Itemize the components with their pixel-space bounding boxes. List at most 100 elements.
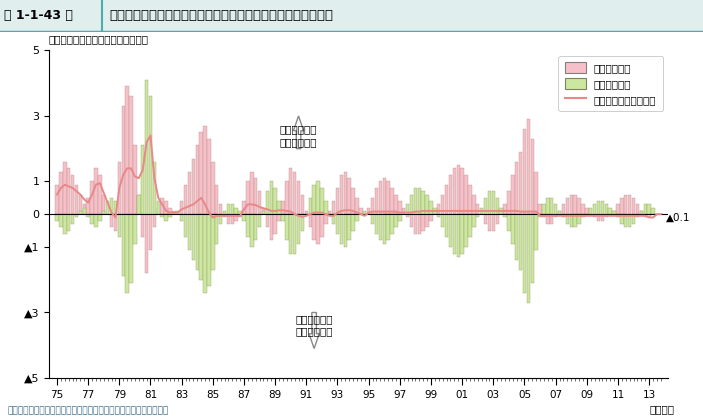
Bar bbox=[609, 207, 612, 214]
Bar bbox=[125, 87, 129, 214]
Bar bbox=[243, 201, 246, 214]
Bar bbox=[219, 214, 222, 224]
Bar bbox=[523, 129, 527, 214]
Bar bbox=[507, 214, 510, 231]
Bar bbox=[67, 168, 70, 214]
Bar bbox=[79, 194, 82, 214]
Bar bbox=[418, 214, 421, 234]
Bar bbox=[86, 214, 90, 218]
Bar bbox=[566, 198, 569, 214]
Text: （前期比、後方４期移動平均、％）: （前期比、後方４期移動平均、％） bbox=[49, 34, 148, 44]
Bar bbox=[320, 188, 323, 214]
Bar bbox=[102, 194, 105, 214]
Bar bbox=[266, 191, 269, 214]
Bar bbox=[226, 205, 230, 214]
Bar bbox=[449, 175, 452, 214]
Bar bbox=[593, 205, 596, 214]
Bar bbox=[184, 185, 187, 214]
Bar bbox=[375, 188, 378, 214]
Polygon shape bbox=[293, 116, 304, 149]
Bar bbox=[347, 214, 351, 240]
Bar bbox=[647, 214, 651, 218]
Bar bbox=[465, 175, 467, 214]
Bar bbox=[445, 214, 449, 237]
Bar bbox=[496, 198, 499, 214]
Bar bbox=[593, 214, 596, 218]
Bar bbox=[149, 214, 153, 250]
Bar bbox=[281, 214, 285, 221]
Bar bbox=[577, 214, 581, 224]
Bar bbox=[491, 214, 495, 231]
Bar bbox=[531, 214, 534, 283]
Bar bbox=[200, 214, 203, 280]
Bar bbox=[324, 214, 328, 224]
Bar bbox=[456, 214, 460, 257]
Bar bbox=[153, 162, 156, 214]
Bar bbox=[585, 207, 588, 214]
Bar bbox=[56, 185, 59, 214]
Bar bbox=[165, 214, 168, 221]
Bar bbox=[231, 205, 234, 214]
Bar bbox=[59, 214, 63, 227]
Bar bbox=[643, 214, 647, 218]
Bar bbox=[133, 145, 136, 214]
Bar bbox=[235, 207, 238, 214]
Bar bbox=[157, 201, 160, 214]
Bar bbox=[422, 191, 425, 214]
Bar bbox=[647, 205, 651, 214]
Bar bbox=[558, 211, 561, 214]
Bar bbox=[460, 214, 464, 254]
Bar bbox=[145, 80, 148, 214]
Bar bbox=[617, 214, 620, 218]
Bar bbox=[410, 194, 413, 214]
Bar bbox=[425, 214, 429, 227]
Bar bbox=[406, 214, 409, 218]
Text: 価格転嫁力指標上昇率の推移とその変動要因（大企業製造業）: 価格転嫁力指標上昇率の推移とその変動要因（大企業製造業） bbox=[109, 9, 333, 22]
Bar bbox=[102, 211, 105, 214]
Bar bbox=[387, 181, 390, 214]
Bar bbox=[534, 172, 538, 214]
Bar bbox=[425, 194, 429, 214]
Bar bbox=[624, 214, 628, 227]
Bar bbox=[340, 214, 343, 244]
Bar bbox=[488, 214, 491, 231]
Bar bbox=[554, 205, 557, 214]
Bar bbox=[456, 165, 460, 214]
Bar bbox=[301, 214, 304, 231]
Bar bbox=[98, 175, 101, 214]
Bar bbox=[453, 168, 456, 214]
Bar bbox=[293, 214, 297, 254]
Bar bbox=[581, 214, 585, 218]
Bar bbox=[273, 188, 277, 214]
Bar bbox=[79, 211, 82, 214]
Bar bbox=[624, 194, 628, 214]
Bar bbox=[538, 214, 542, 218]
Bar bbox=[352, 188, 355, 214]
Bar bbox=[160, 214, 164, 218]
Bar bbox=[379, 214, 382, 240]
Bar bbox=[192, 158, 195, 214]
Bar bbox=[243, 214, 246, 221]
Bar bbox=[246, 214, 250, 237]
Bar bbox=[382, 214, 386, 244]
Bar bbox=[643, 205, 647, 214]
Bar bbox=[82, 205, 86, 214]
Bar bbox=[192, 214, 195, 260]
Bar bbox=[449, 214, 452, 247]
Bar bbox=[200, 132, 203, 214]
Bar bbox=[390, 188, 394, 214]
Bar bbox=[484, 198, 487, 214]
Bar bbox=[258, 191, 262, 214]
Bar bbox=[203, 214, 207, 293]
Bar bbox=[273, 214, 277, 234]
Bar bbox=[172, 211, 176, 214]
Bar bbox=[542, 214, 546, 218]
Bar bbox=[441, 214, 444, 227]
Bar bbox=[106, 201, 110, 214]
Bar bbox=[402, 207, 406, 214]
Bar bbox=[165, 201, 168, 214]
Bar bbox=[269, 214, 273, 240]
Bar bbox=[367, 207, 370, 214]
Bar bbox=[398, 214, 401, 221]
Bar bbox=[297, 181, 300, 214]
